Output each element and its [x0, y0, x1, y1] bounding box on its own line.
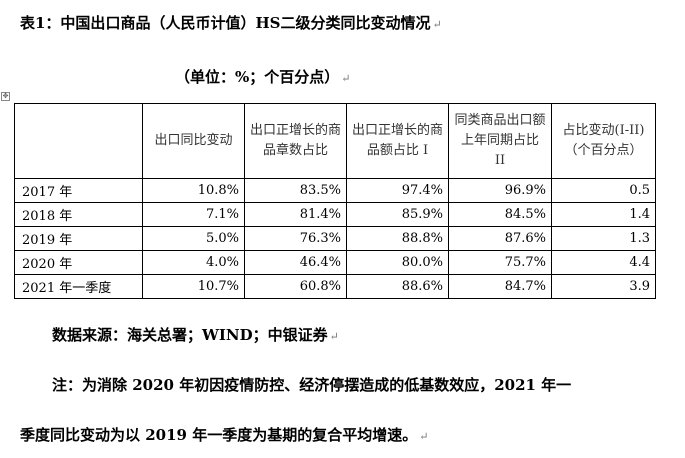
table-cell: 60.8%: [244, 274, 347, 299]
table-cell: 4.0%: [142, 250, 245, 275]
footnote-line-2-text: 季度同比变动为以 2019 年一季度为基期的复合平均增速。: [20, 426, 418, 444]
table-cell: 10.8%: [142, 178, 245, 203]
table-row: 2020 年 4.0% 46.4% 80.0% 75.7% 4.4: [14, 250, 656, 275]
table-title: 表1：中国出口商品（人民币计值）HS二级分类同比变动情况 ↵: [20, 12, 442, 33]
table-row: 2017 年 10.8% 83.5% 97.4% 96.9% 0.5: [14, 178, 656, 203]
row-label: 2017 年: [14, 178, 143, 203]
data-source-text: 数据来源：海关总署；WIND；中银证券: [52, 326, 328, 344]
header-cell-value-share: 出口正增长的商品额占比 I: [346, 103, 449, 179]
unit-label-text: （单位：%；个百分点）: [175, 68, 340, 86]
table-cell: 4.4: [551, 250, 656, 275]
table-cell: 46.4%: [244, 250, 347, 275]
table-cell: 85.9%: [346, 202, 449, 227]
table-cell: 84.5%: [448, 202, 552, 227]
table-cell: 10.7%: [142, 274, 245, 299]
table-cell: 75.7%: [448, 250, 552, 275]
table-cell: 1.3: [551, 226, 656, 251]
table-cell: 5.0%: [142, 226, 245, 251]
table-cell: 0.5: [551, 178, 656, 203]
table-title-text: 表1：中国出口商品（人民币计值）HS二级分类同比变动情况: [20, 14, 431, 32]
paragraph-mark-icon: ↵: [341, 72, 351, 85]
table-cell: 87.6%: [448, 226, 552, 251]
table-cell: 97.4%: [346, 178, 449, 203]
header-cell-chapter-share: 出口正增长的商品章数占比: [244, 103, 347, 179]
table-cell: 96.9%: [448, 178, 552, 203]
footnote-line-1: 注：为消除 2020 年初因疫情防控、经济停摆造成的低基数效应，2021 年一: [52, 376, 572, 394]
paragraph-mark-icon: ↵: [432, 18, 442, 31]
row-label: 2019 年: [14, 226, 143, 251]
data-source: 数据来源：海关总署；WIND；中银证券 ↵: [52, 324, 339, 345]
table-cell: 84.7%: [448, 274, 552, 299]
table-cell: 81.4%: [244, 202, 347, 227]
table-move-handle-icon[interactable]: ✥: [1, 92, 10, 101]
table-cell: 1.4: [551, 202, 656, 227]
table-cell: 88.8%: [346, 226, 449, 251]
table-row: 2021 年一季度 10.7% 60.8% 88.6% 84.7% 3.9: [14, 274, 656, 299]
row-label: 2018 年: [14, 202, 143, 227]
row-label: 2021 年一季度: [14, 274, 143, 299]
unit-label: （单位：%；个百分点） ↵: [175, 66, 350, 87]
table-cell: 80.0%: [346, 250, 449, 275]
data-table: 出口同比变动 出口正增长的商品章数占比 出口正增长的商品额占比 I 同类商品出口…: [14, 103, 656, 299]
paragraph-mark-icon: ↵: [329, 330, 339, 343]
paragraph-mark-icon: ↵: [419, 430, 429, 443]
table-cell: 7.1%: [142, 202, 245, 227]
row-label: 2020 年: [14, 250, 143, 275]
table-cell: 83.5%: [244, 178, 347, 203]
table-cell: 3.9: [551, 274, 656, 299]
footnote-line-2: 季度同比变动为以 2019 年一季度为基期的复合平均增速。 ↵: [20, 424, 428, 445]
header-cell-export-yoy: 出口同比变动: [142, 103, 245, 179]
table-row: 2019 年 5.0% 76.3% 88.8% 87.6% 1.3: [14, 226, 656, 251]
header-cell-share-change: 占比变动(I-II)（个百分点）: [551, 103, 656, 179]
table-cell: 88.6%: [346, 274, 449, 299]
header-row: 出口同比变动 出口正增长的商品章数占比 出口正增长的商品额占比 I 同类商品出口…: [14, 103, 656, 179]
table-cell: 76.3%: [244, 226, 347, 251]
header-cell-prior-share: 同类商品出口额上年同期占比 II: [448, 103, 552, 179]
table-row: 2018 年 7.1% 81.4% 85.9% 84.5% 1.4: [14, 202, 656, 227]
header-cell-empty: [14, 103, 143, 179]
